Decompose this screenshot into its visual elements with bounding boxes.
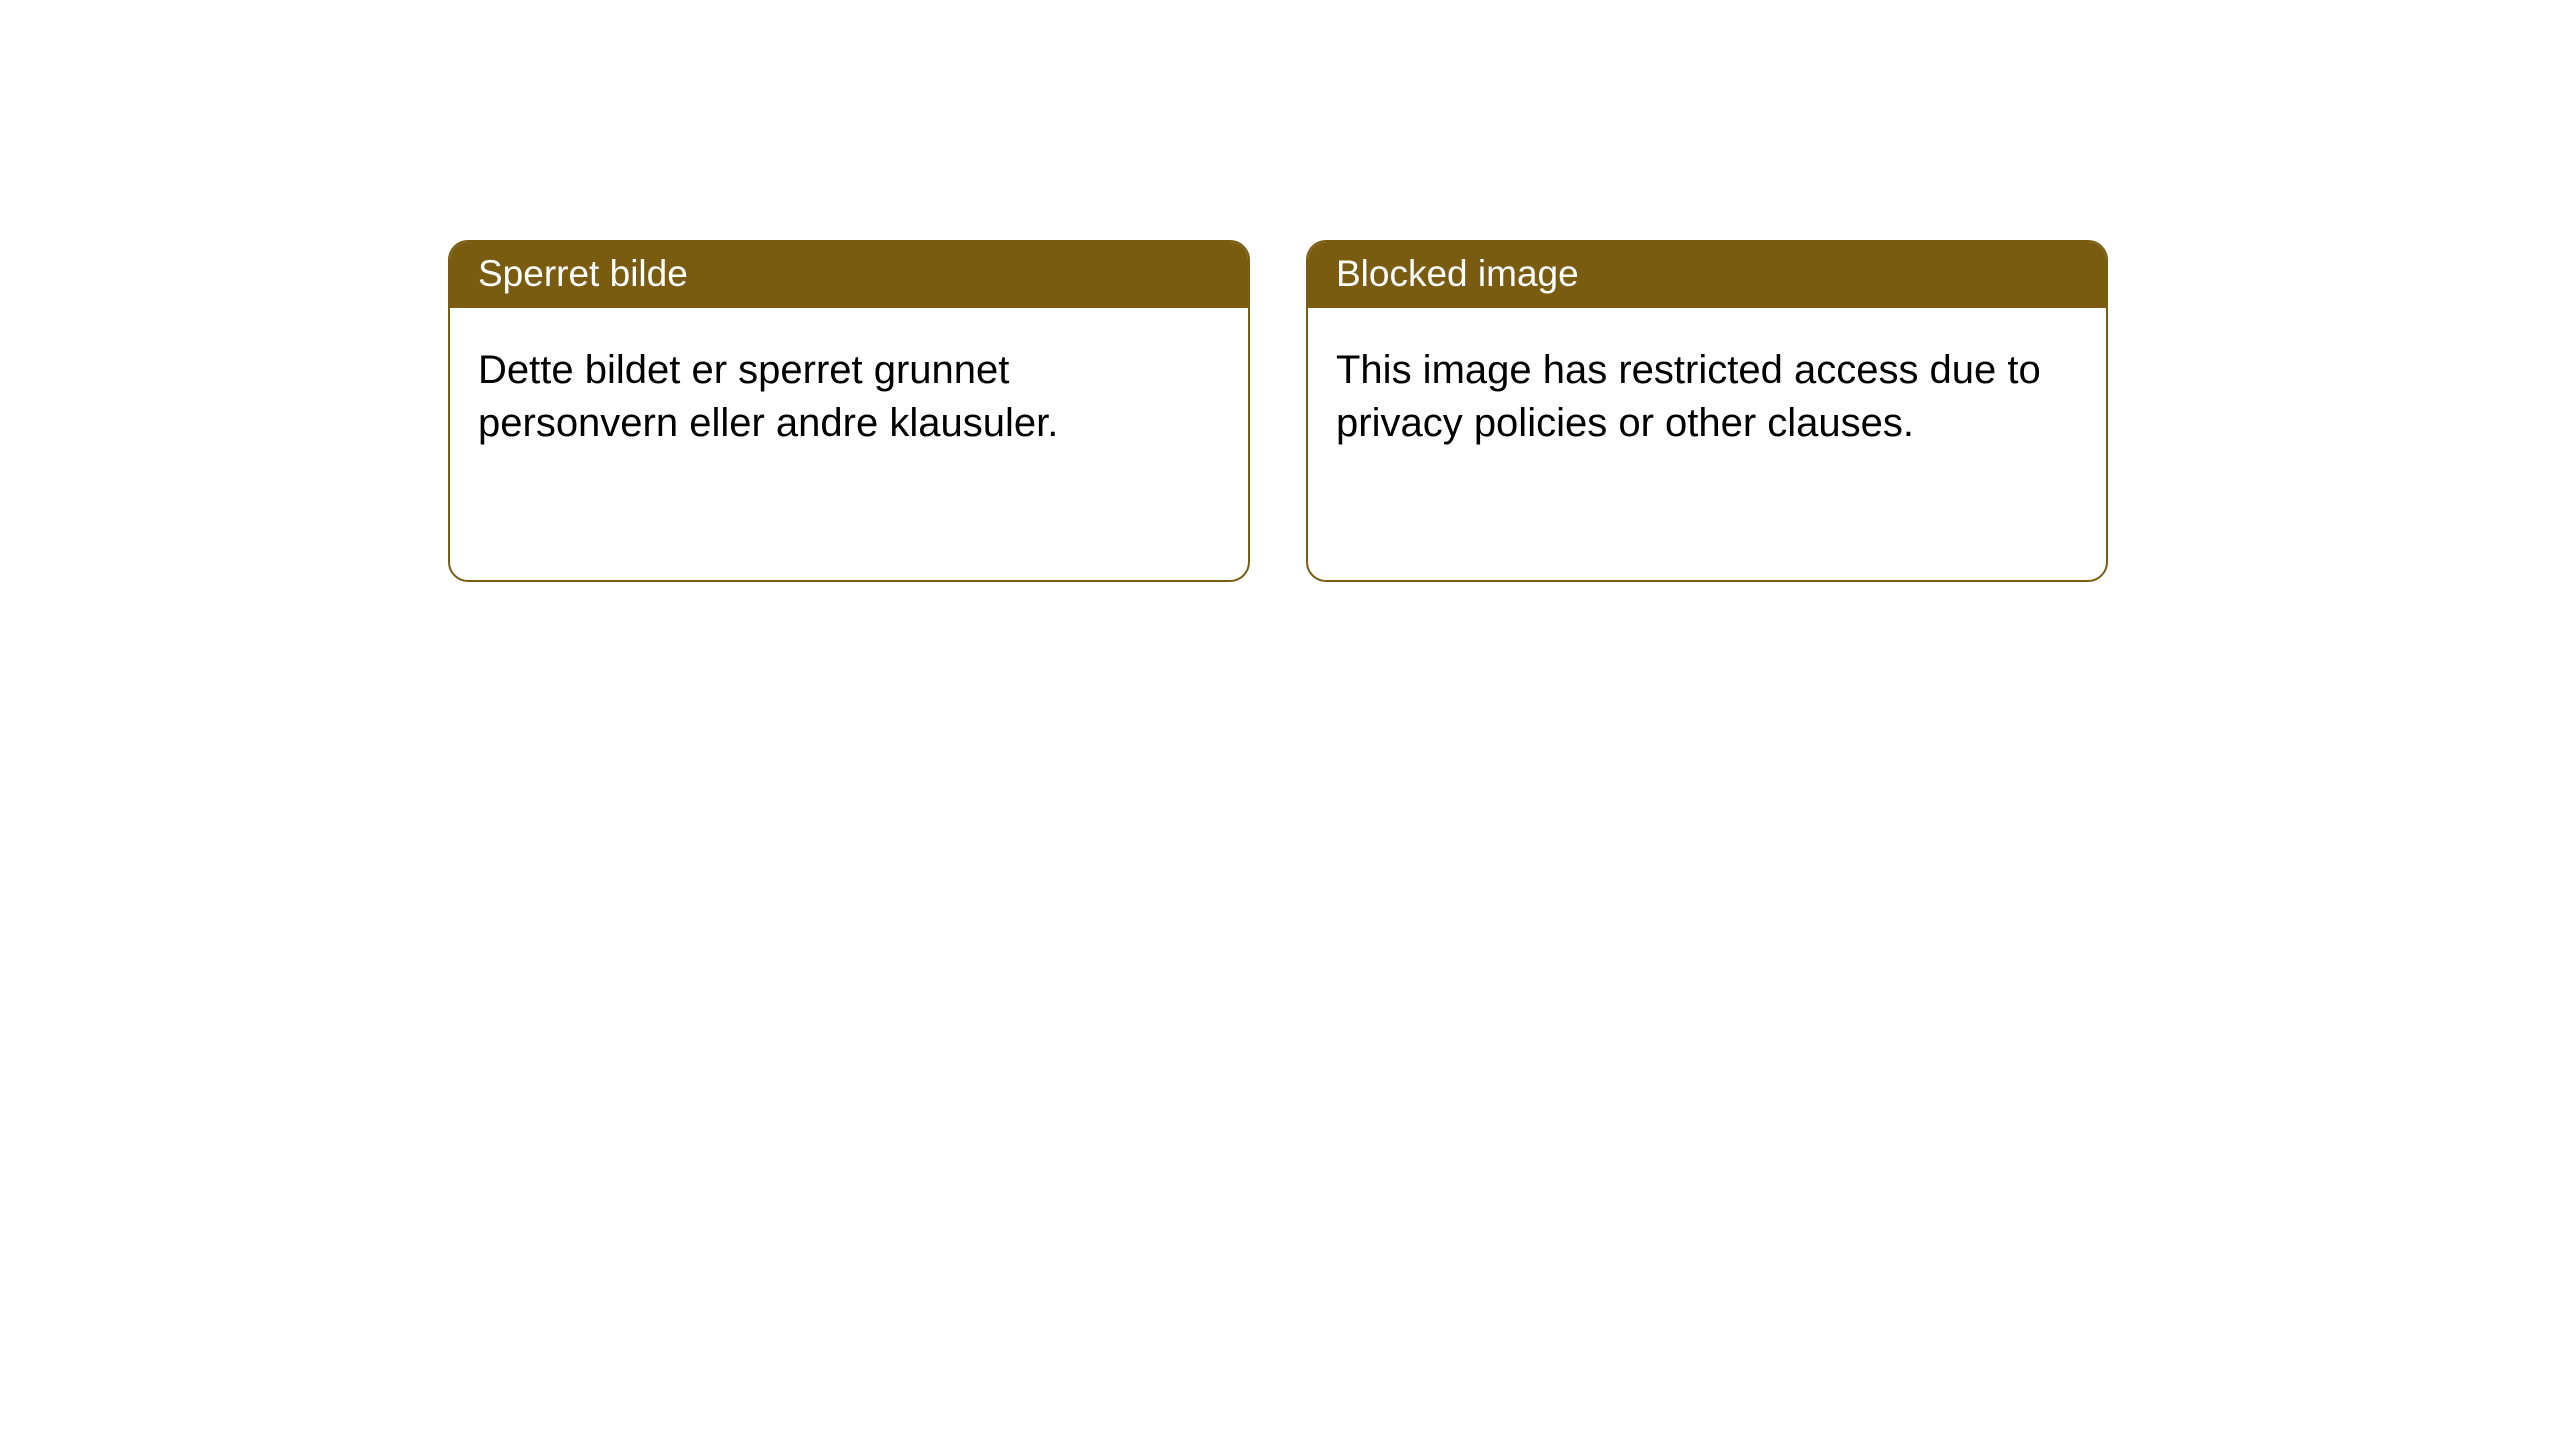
notice-body: Dette bildet er sperret grunnet personve… (450, 308, 1248, 580)
notice-card-norwegian: Sperret bilde Dette bildet er sperret gr… (448, 240, 1250, 582)
notice-header: Blocked image (1308, 242, 2106, 308)
notice-container: Sperret bilde Dette bildet er sperret gr… (448, 240, 2108, 582)
notice-header: Sperret bilde (450, 242, 1248, 308)
notice-card-english: Blocked image This image has restricted … (1306, 240, 2108, 582)
notice-body: This image has restricted access due to … (1308, 308, 2106, 580)
